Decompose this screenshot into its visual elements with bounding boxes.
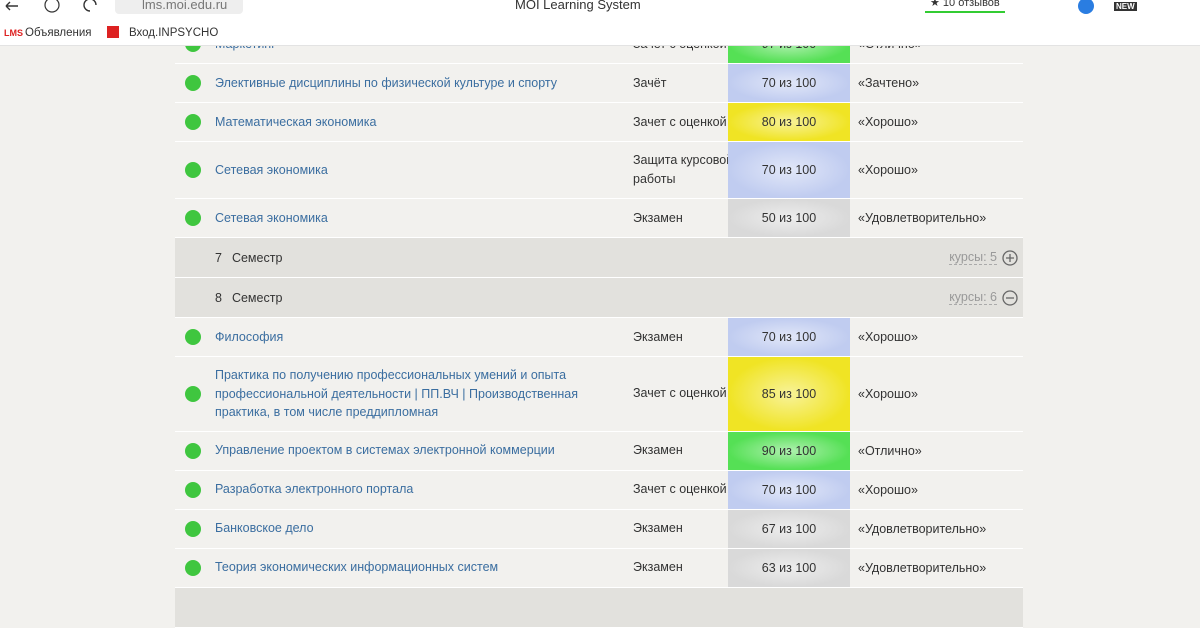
bookmark-icon bbox=[107, 26, 119, 38]
courses-count[interactable]: курсы: 5 bbox=[949, 250, 997, 265]
grade: «Удовлетворительно» bbox=[858, 560, 987, 575]
course-row: Сетевая экономика Экзамен 50 из 100 «Удовле… bbox=[175, 199, 1023, 238]
grade: «Хорошо» bbox=[858, 482, 918, 497]
bookmark[interactable]: Объявления bbox=[25, 27, 92, 39]
semester-number: 8 bbox=[215, 290, 222, 305]
assessment-type: Экзамен bbox=[633, 560, 683, 574]
course-name[interactable]: Сетевая экономика bbox=[215, 210, 328, 225]
course-row: Практика по получению профессиональных у… bbox=[175, 357, 1023, 432]
course-name[interactable]: Сетевая экономика bbox=[215, 162, 328, 177]
semester-number: 7 bbox=[215, 250, 222, 265]
score: 70 из 100 bbox=[728, 64, 850, 102]
score: 63 из 100 bbox=[728, 548, 850, 587]
status-dot bbox=[185, 329, 201, 345]
course-row: Философия Экзамен 70 из 100 «Хорошо» bbox=[175, 318, 1023, 357]
expand-icon[interactable] bbox=[1002, 249, 1018, 266]
url[interactable]: lms.moi.edu.ru bbox=[142, 0, 228, 12]
course-row: Разработка электронного портала Зачет с о… bbox=[175, 470, 1023, 510]
grade: «Хорошо» bbox=[858, 330, 918, 344]
score: 85 из 100 bbox=[728, 357, 850, 431]
assessment-type: Защита курсовой работы bbox=[633, 153, 734, 186]
status-dot bbox=[185, 114, 201, 130]
assessment-type: Зачёт bbox=[633, 75, 667, 90]
assessment-type: Зачет с оценкой bbox=[633, 482, 727, 496]
score: 70 из 100 bbox=[728, 318, 850, 356]
status-dot bbox=[185, 481, 201, 498]
collapse-icon[interactable] bbox=[1002, 289, 1018, 306]
course-row: Теория экономических информационных сист… bbox=[175, 548, 1023, 588]
nav-icons bbox=[5, 0, 97, 13]
course-name[interactable]: Теория экономических информационных сист… bbox=[215, 560, 499, 575]
semester-row[interactable]: 8 Семестр курсы: 6 bbox=[175, 278, 1023, 318]
course-row: Сетевая экономика Защита курсовой работы 7… bbox=[175, 142, 1023, 199]
status-dot bbox=[185, 210, 201, 226]
assessment-type: Экзамен bbox=[633, 521, 683, 535]
bookmarks-bar: LMS Объявления Вход.INPSYCHO bbox=[0, 20, 1200, 46]
course-row: Математическая экономика Зачет с оценкой 8… bbox=[175, 103, 1023, 142]
grade: «Зачтено» bbox=[858, 76, 920, 90]
status-dot bbox=[185, 559, 201, 576]
status-dot bbox=[185, 385, 201, 402]
score: 80 из 100 bbox=[728, 103, 850, 141]
next-semester-row bbox=[175, 587, 1023, 628]
course-name[interactable]: Элективные дисциплины по физической куль… bbox=[215, 75, 558, 90]
course-name[interactable]: Математическая экономика bbox=[215, 114, 377, 129]
course-row: Управление проектом в системах электронн… bbox=[175, 431, 1023, 471]
course-row: Элективные дисциплины по физической куль… bbox=[175, 64, 1023, 103]
semester-label: Семестр bbox=[231, 290, 283, 305]
grades-table: МаркетингЗачет с оценкой97 из 100«Отличн… bbox=[175, 25, 1023, 628]
course-name[interactable]: Управление проектом в системах электронн… bbox=[215, 443, 555, 458]
page-title: MOI Learning System bbox=[515, 0, 641, 12]
assessment-type: Экзамен bbox=[633, 443, 683, 457]
score: 50 из 100 bbox=[728, 199, 850, 237]
score: 90 из 100 bbox=[728, 431, 850, 470]
score: 70 из 100 bbox=[728, 470, 850, 509]
grade: «Хорошо» bbox=[858, 386, 918, 401]
status-dot bbox=[185, 75, 201, 91]
status-dot bbox=[185, 162, 201, 178]
grade: «Удовлетворительно» bbox=[858, 521, 987, 536]
grade: «Удовлетворительно» bbox=[858, 211, 987, 225]
score: 70 из 100 bbox=[728, 142, 850, 198]
assessment-type: Зачет с оценкой bbox=[633, 386, 727, 401]
browser-toolbar: lms.moi.edu.ru MOI Learning System ★ 10 … bbox=[0, 0, 1200, 20]
extension-icon[interactable] bbox=[1078, 0, 1094, 14]
course-name[interactable]: Философия bbox=[215, 329, 284, 344]
grade: «Хорошо» bbox=[858, 115, 918, 129]
assessment-type: Экзамен bbox=[633, 329, 683, 344]
course-name[interactable]: Разработка электронного портала bbox=[215, 482, 414, 497]
status-dot bbox=[185, 520, 201, 537]
review-bar bbox=[925, 11, 1005, 13]
bookmark[interactable]: Вход.INPSYCHO bbox=[129, 27, 219, 39]
reviews[interactable]: ★ 10 отзывов bbox=[930, 0, 1000, 9]
grade: «Хорошо» bbox=[858, 163, 918, 177]
grade: «Отлично» bbox=[858, 443, 922, 458]
url-box[interactable] bbox=[115, 0, 243, 14]
new-badge[interactable]: NEW bbox=[1114, 2, 1137, 11]
assessment-type: Зачет с оценкой bbox=[633, 114, 727, 129]
course-row: Банковское дело Экзамен 67 из 100 «Удовлетв… bbox=[175, 509, 1023, 549]
course-name[interactable]: Практика по получению профессиональных у… bbox=[215, 368, 579, 419]
bookmark-icon: LMS bbox=[4, 28, 23, 38]
courses-count[interactable]: курсы: 6 bbox=[949, 290, 997, 305]
semester-row[interactable]: 7 Семестр курсы: 5 bbox=[175, 238, 1023, 278]
score: 67 из 100 bbox=[728, 509, 850, 548]
semester-label: Семестр bbox=[231, 250, 283, 265]
course-name[interactable]: Банковское дело bbox=[215, 521, 314, 536]
status-dot bbox=[185, 442, 201, 459]
assessment-type: Экзамен bbox=[633, 210, 683, 225]
